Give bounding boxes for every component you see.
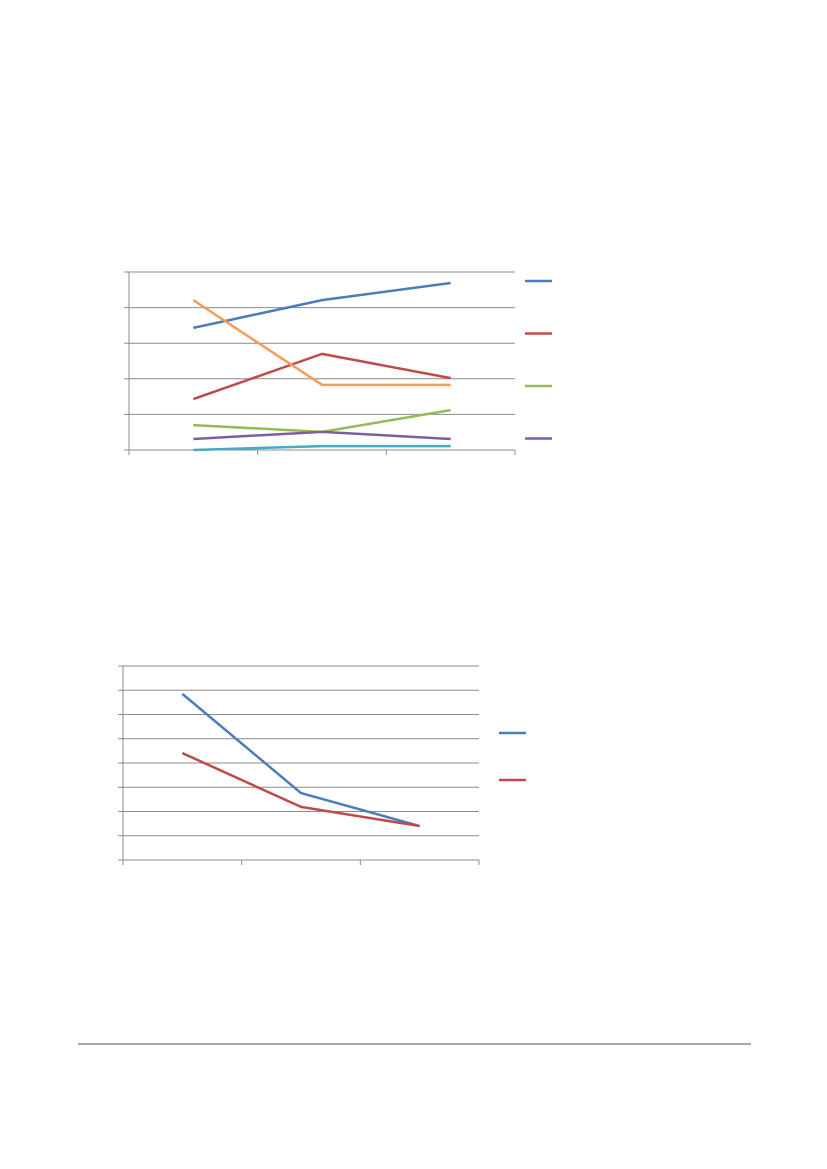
series-line xyxy=(181,751,420,828)
series-line xyxy=(192,299,451,387)
series-line xyxy=(193,408,451,434)
series-line xyxy=(193,281,451,330)
series-line xyxy=(192,352,451,401)
series-line xyxy=(193,444,451,452)
series-line xyxy=(181,692,421,828)
series-line xyxy=(193,430,451,441)
